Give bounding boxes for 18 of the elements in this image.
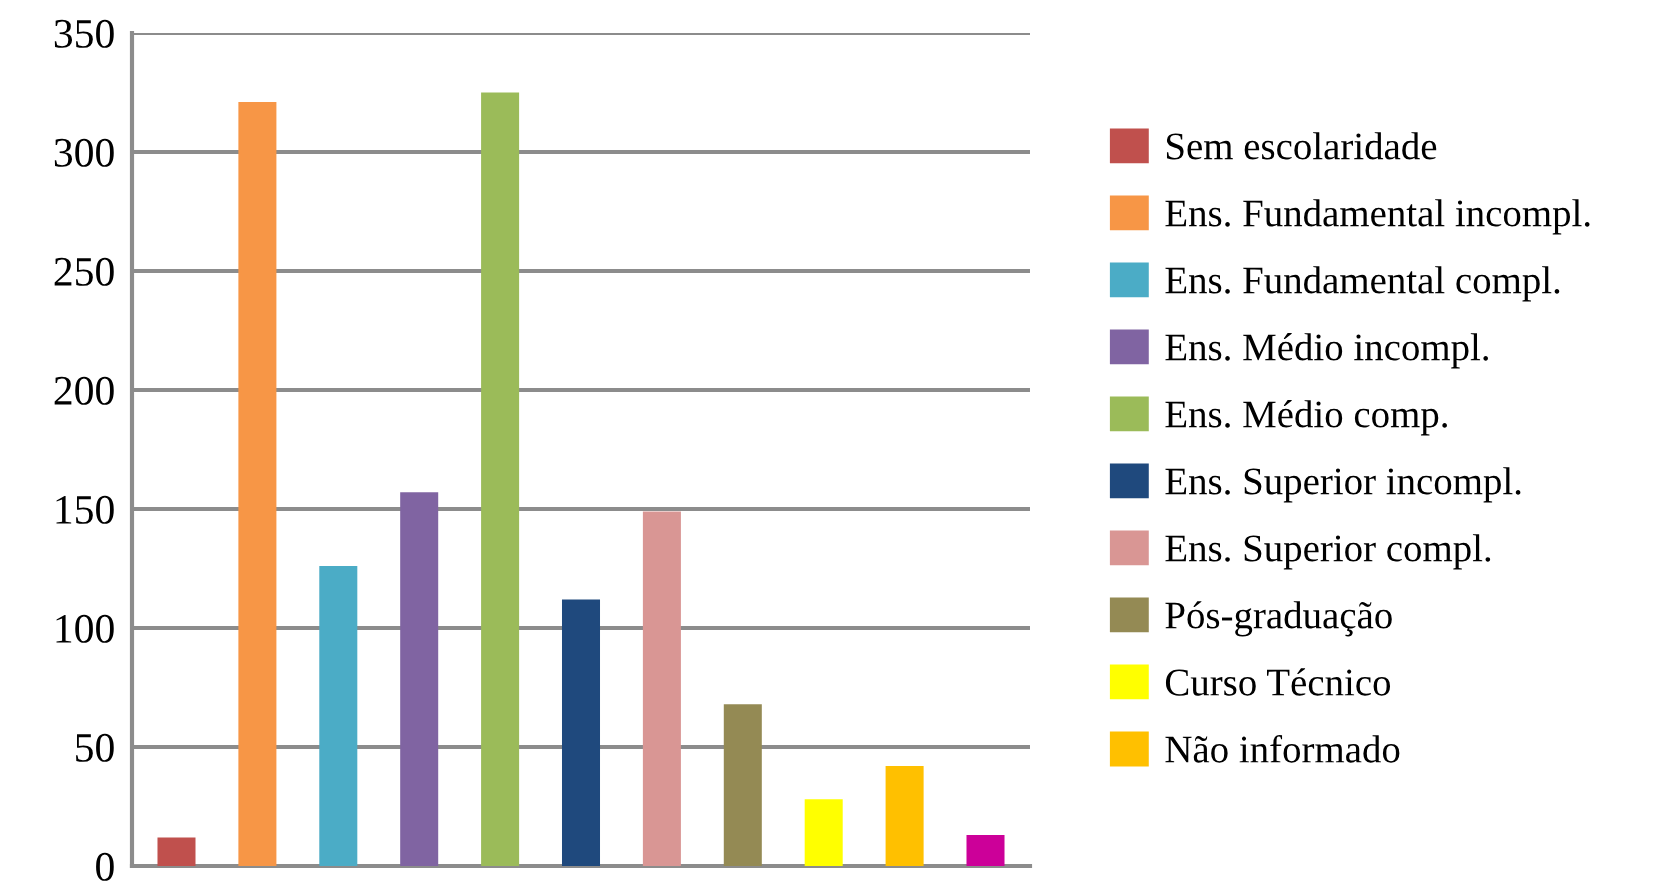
- legend-label: Sem escolaridade: [1166, 132, 1437, 160]
- y-tick-label: 50: [76, 733, 114, 762]
- legend-label: Ens. Superior incompl.: [1165, 467, 1521, 503]
- y-tick-label: 150: [56, 495, 114, 524]
- legend-label: Ens. Médio comp.: [1165, 400, 1447, 436]
- y-tick-label: 0: [96, 852, 114, 881]
- y-tick-label: 350: [54, 19, 114, 48]
- legend-label: Ens. Médio incompl.: [1165, 333, 1488, 369]
- legend-label: Não informado: [1165, 734, 1400, 763]
- legend-label: Ens. Fundamental incompl.: [1165, 199, 1590, 235]
- legend-label: Pós-graduação: [1165, 601, 1392, 637]
- y-tick-label: 300: [54, 138, 114, 167]
- legend-label: Curso Técnico: [1165, 668, 1391, 696]
- y-tick-label: 100: [56, 614, 114, 643]
- legend-label: Ens. Superior compl.: [1165, 534, 1491, 570]
- y-tick-label: 250: [54, 257, 114, 286]
- y-tick-label: 200: [54, 376, 114, 405]
- legend-label: Ens. Fundamental compl.: [1165, 266, 1560, 302]
